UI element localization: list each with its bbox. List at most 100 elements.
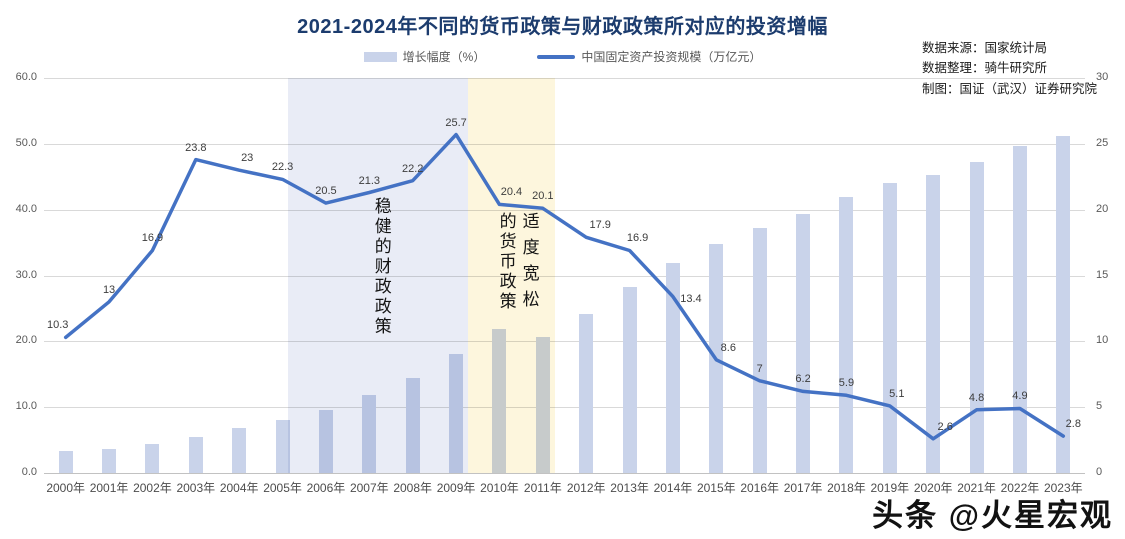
x-axis-tick: 2016年 xyxy=(740,481,780,495)
x-axis-tick: 2014年 xyxy=(653,481,693,495)
x-axis-tick: 2002年 xyxy=(133,481,172,495)
bar xyxy=(882,183,897,473)
legend-investment-label: 中国固定资产投资规模（万亿元） xyxy=(581,50,762,64)
bar xyxy=(969,161,984,473)
fiscal-policy-region xyxy=(288,78,468,473)
bar xyxy=(665,263,680,473)
left-y-tick: 50.0 xyxy=(15,136,37,149)
monetary-annotation-col1: 适度宽松 xyxy=(519,212,539,317)
point-label: 13 xyxy=(102,283,116,296)
point-label: 4.9 xyxy=(1012,390,1028,403)
monetary-policy-annotation: 适度宽松 的货币政策 xyxy=(494,212,540,316)
bar xyxy=(752,228,767,473)
point-label: 7 xyxy=(756,362,763,375)
plot-area: 10.3 13 16.9 23.8 23 22.3 20.5 21.3 22.2 25.7 20.4… xyxy=(44,78,1085,474)
bar-cell xyxy=(261,78,304,473)
gridline xyxy=(44,275,1085,277)
monetary-annotation-col2: 的货币政策 xyxy=(496,212,516,313)
x-axis-tick: 2004年 xyxy=(219,481,259,495)
x-axis-tick: 2010年 xyxy=(480,481,519,495)
bar-cell xyxy=(955,78,998,473)
gridline xyxy=(44,143,1085,145)
left-y-tick: 20.0 xyxy=(15,334,37,347)
right-y-tick: 30 xyxy=(1096,71,1109,83)
left-y-axis: 60.0 50.0 40.0 30.0 20.0 10.0 0.0 xyxy=(0,71,37,478)
source-block: 数据来源：国家统计局 数据整理：骑牛研究所 制图：国证（武汉）证券研究院 xyxy=(922,38,1097,99)
left-y-tick: 0.0 xyxy=(21,466,37,478)
x-axis-tick: 2013年 xyxy=(610,481,649,495)
point-label: 22.2 xyxy=(401,162,424,175)
x-axis-tick: 2023年 xyxy=(1043,481,1083,495)
bar xyxy=(926,174,941,473)
x-axis-tick: 2006年 xyxy=(306,481,346,495)
bar-cell xyxy=(565,78,608,473)
bar xyxy=(188,436,203,473)
bar-cell xyxy=(912,78,955,473)
monetary-policy-region xyxy=(467,78,555,473)
bar-swatch-icon xyxy=(363,51,397,62)
x-axis-tick: 2007年 xyxy=(349,481,389,495)
bar xyxy=(275,419,290,473)
bar-cell xyxy=(868,78,911,473)
bar xyxy=(102,448,117,473)
bar-cell xyxy=(651,78,694,473)
x-axis-tick: 2021年 xyxy=(957,481,996,495)
point-label: 23 xyxy=(241,152,254,165)
legend: 增长幅度（%） 中国固定资产投资规模（万亿元） xyxy=(0,48,1125,65)
x-axis-tick: 2003年 xyxy=(176,481,216,495)
right-y-tick: 15 xyxy=(1096,268,1109,281)
right-y-tick: 0 xyxy=(1096,466,1103,478)
bar xyxy=(145,444,160,473)
x-axis-tick: 2008年 xyxy=(393,481,433,495)
bar xyxy=(579,314,594,473)
x-axis-tick: 2000年 xyxy=(46,481,86,495)
point-label: 13.4 xyxy=(680,292,702,305)
bar-cell xyxy=(44,78,87,473)
point-label: 5.9 xyxy=(838,377,855,390)
legend-item-growth: 增长幅度（%） xyxy=(363,48,485,65)
source-chart-maker: 制图：国证（武汉）证券研究院 xyxy=(921,81,1097,96)
left-y-tick: 10.0 xyxy=(15,400,37,413)
x-axis-tick: 2017年 xyxy=(783,481,823,495)
x-axis-tick: 2020年 xyxy=(913,481,953,495)
bar xyxy=(796,213,811,473)
point-label: 20.5 xyxy=(315,185,337,198)
fiscal-policy-annotation: 稳健的财政政策 xyxy=(371,196,391,337)
bar-cell xyxy=(1042,78,1085,473)
bar-cell xyxy=(998,78,1041,473)
x-axis-tick: 2011年 xyxy=(523,481,562,495)
x-axis-tick: 2022年 xyxy=(1000,481,1040,495)
bar-cell xyxy=(218,78,261,473)
x-axis-tick: 2005年 xyxy=(263,481,302,495)
line-path xyxy=(63,132,1066,441)
point-label: 2.6 xyxy=(937,420,953,433)
bar xyxy=(839,197,854,473)
right-y-tick: 20 xyxy=(1096,202,1109,215)
gridline xyxy=(44,341,1085,343)
point-label: 20.4 xyxy=(500,186,523,199)
source-data-compiler: 数据整理：骑牛研究所 xyxy=(921,61,1047,76)
gridline xyxy=(44,407,1085,409)
right-y-axis: 30 25 20 15 10 5 0 xyxy=(1096,71,1124,478)
point-label: 20.1 xyxy=(532,190,554,203)
point-label: 21.3 xyxy=(358,174,381,187)
point-label: 5.1 xyxy=(889,387,905,400)
line-swatch-icon xyxy=(537,54,576,59)
gridline xyxy=(44,78,1085,79)
bar-cell xyxy=(174,78,217,473)
chart-title: 2021-2024年不同的货币政策与财政政策所对应的投资增幅 xyxy=(297,16,828,38)
point-label: 2.8 xyxy=(1065,418,1081,431)
watermark: 头条 @火星宏观 xyxy=(872,498,1113,533)
x-axis-line xyxy=(44,473,1085,474)
bar-cell xyxy=(87,78,130,473)
x-axis-tick: 2012年 xyxy=(566,481,606,495)
point-label: 10.3 xyxy=(46,319,69,332)
right-y-tick: 10 xyxy=(1096,334,1109,347)
bar xyxy=(1012,145,1027,473)
bar-cell xyxy=(738,78,781,473)
right-y-tick: 25 xyxy=(1096,136,1109,149)
bar xyxy=(232,428,247,473)
point-label: 23.8 xyxy=(185,141,207,154)
point-label: 25.7 xyxy=(445,116,467,129)
bar-cell xyxy=(131,78,174,473)
